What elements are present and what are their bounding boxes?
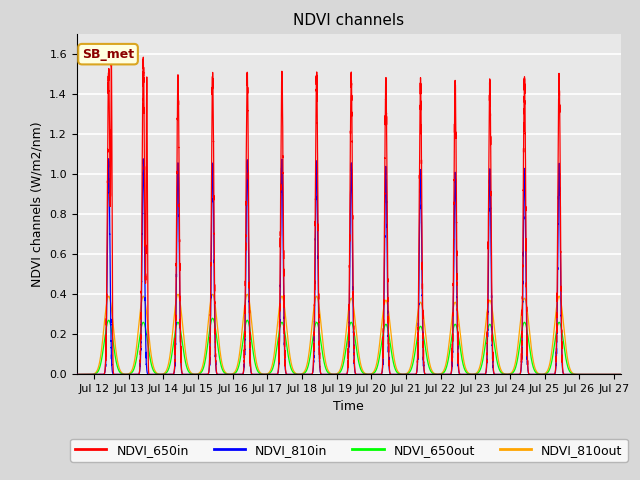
Y-axis label: NDVI channels (W/m2/nm): NDVI channels (W/m2/nm) (31, 121, 44, 287)
X-axis label: Time: Time (333, 400, 364, 413)
Text: SB_met: SB_met (82, 48, 134, 60)
Title: NDVI channels: NDVI channels (293, 13, 404, 28)
Legend: NDVI_650in, NDVI_810in, NDVI_650out, NDVI_810out: NDVI_650in, NDVI_810in, NDVI_650out, NDV… (70, 439, 628, 462)
